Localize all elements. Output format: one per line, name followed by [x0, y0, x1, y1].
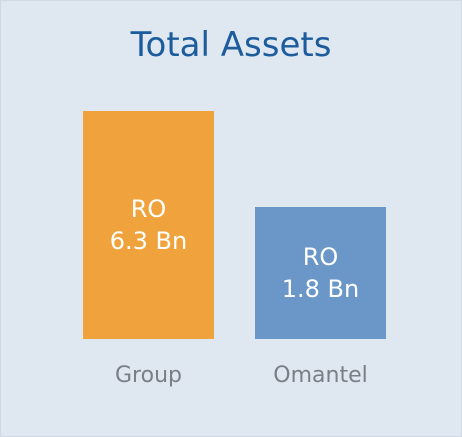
- bar: RO 6.3 Bn: [83, 110, 214, 339]
- chart-title: Total Assets: [130, 25, 332, 65]
- x-tick-label: Group: [115, 363, 182, 388]
- value-label: RO 1.8 Bn: [281, 242, 360, 303]
- bar: RO 1.8 Bn: [255, 206, 386, 339]
- value-label: RO 6.3 Bn: [109, 194, 188, 255]
- x-tick-label: Omantel: [273, 363, 368, 388]
